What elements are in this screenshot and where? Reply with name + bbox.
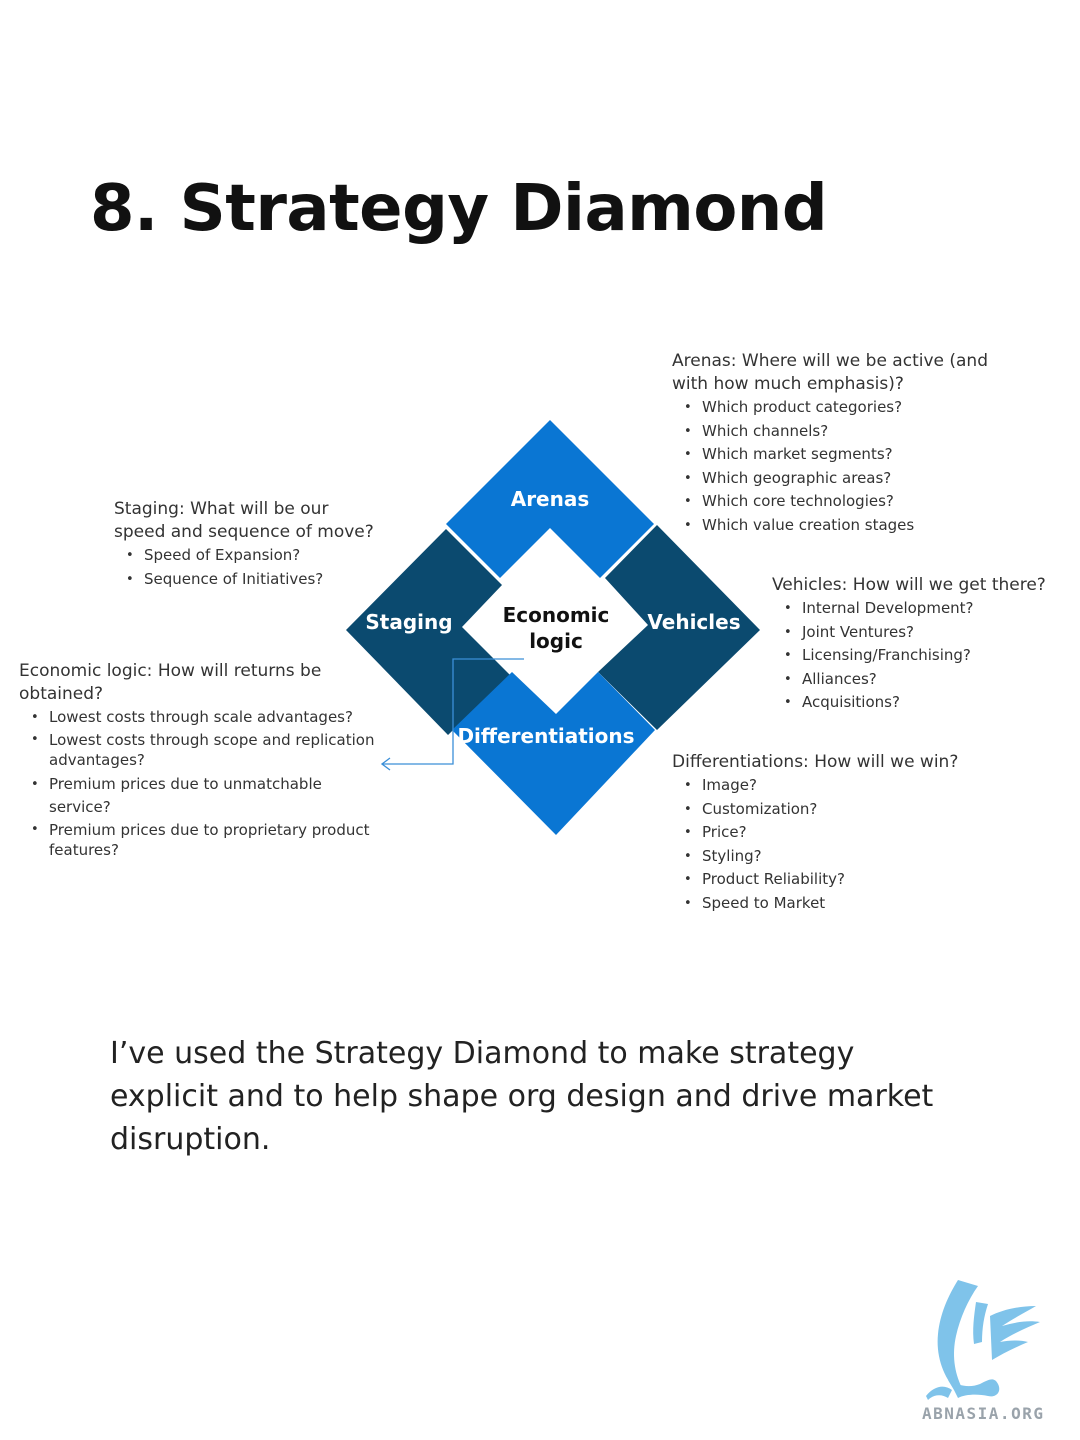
economic-logic-connector [383, 658, 524, 765]
list-item: Which market segments? [684, 443, 988, 467]
list-item: Lowest costs through scope and replicati… [31, 730, 379, 770]
staging-heading-line2: speed and sequence of move? [114, 522, 374, 542]
economic-heading-line2: obtained? [19, 684, 104, 704]
list-item: Customization? [684, 798, 958, 822]
staging-description: Staging: What will be our speed and sequ… [114, 498, 374, 591]
list-item: Which value creation stages [684, 514, 988, 538]
list-item: Styling? [684, 845, 958, 869]
list-item: Which geographic areas? [684, 467, 988, 491]
list-item: Sequence of Initiatives? [126, 568, 374, 592]
list-item: Premium prices due to unmatchable servic… [31, 773, 379, 820]
staging-label: Staging [365, 610, 452, 634]
abnasia-logo-icon [926, 1280, 1040, 1400]
list-item: Image? [684, 774, 958, 798]
differentiations-question-list: Image? Customization? Price? Styling? Pr… [672, 774, 958, 915]
differentiations-diamond [452, 672, 655, 835]
staging-question-list: Speed of Expansion? Sequence of Initiati… [114, 544, 374, 591]
list-item: Which channels? [684, 420, 988, 444]
arenas-heading-line1: Arenas: Where will we be active (and [672, 351, 988, 371]
list-item: Speed of Expansion? [126, 544, 374, 568]
economic-question-list: Lowest costs through scale advantages? L… [19, 706, 379, 860]
list-item: Alliances? [784, 668, 1046, 692]
vehicles-heading: Vehicles: How will we get there? [772, 575, 1046, 595]
economic-logic-label-line1: Economic [503, 603, 610, 627]
list-item: Product Reliability? [684, 868, 958, 892]
staging-heading-line1: Staging: What will be our [114, 499, 329, 519]
vehicles-description: Vehicles: How will we get there? Interna… [772, 574, 1046, 715]
list-item: Premium prices due to proprietary produc… [31, 820, 379, 860]
economic-logic-description: Economic logic: How will returns be obta… [19, 660, 379, 863]
vehicles-question-list: Internal Development? Joint Ventures? Li… [772, 597, 1046, 715]
differentiations-description: Differentiations: How will we win? Image… [672, 751, 958, 915]
arenas-diamond [446, 420, 654, 578]
list-item: Lowest costs through scale advantages? [31, 706, 379, 730]
caption-text: I’ve used the Strategy Diamond to make s… [110, 1036, 934, 1157]
list-item: Joint Ventures? [784, 621, 1046, 645]
differentiations-label: Differentiations [457, 724, 634, 748]
arenas-label: Arenas [511, 487, 590, 511]
arenas-heading-line2: with how much emphasis)? [672, 374, 904, 394]
economic-logic-label-line2: logic [529, 629, 583, 653]
vehicles-label: Vehicles [647, 610, 740, 634]
list-item: Which product categories? [684, 396, 988, 420]
list-item: Speed to Market [684, 892, 958, 916]
page-title: 8. Strategy Diamond [90, 172, 828, 246]
arenas-question-list: Which product categories? Which channels… [672, 396, 988, 537]
vehicles-diamond [598, 525, 760, 730]
list-item: Which core technologies? [684, 490, 988, 514]
staging-diamond [346, 529, 510, 735]
arenas-description: Arenas: Where will we be active (and wit… [672, 350, 988, 537]
list-item: Acquisitions? [784, 691, 1046, 715]
logo-text: ABNASIA.ORG [922, 1404, 1045, 1423]
list-item: Price? [684, 821, 958, 845]
differentiations-heading: Differentiations: How will we win? [672, 752, 959, 772]
list-item: Internal Development? [784, 597, 1046, 621]
list-item: Licensing/Franchising? [784, 644, 1046, 668]
connector-arrowhead [380, 757, 391, 771]
economic-heading-line1: Economic logic: How will returns be [19, 661, 322, 681]
